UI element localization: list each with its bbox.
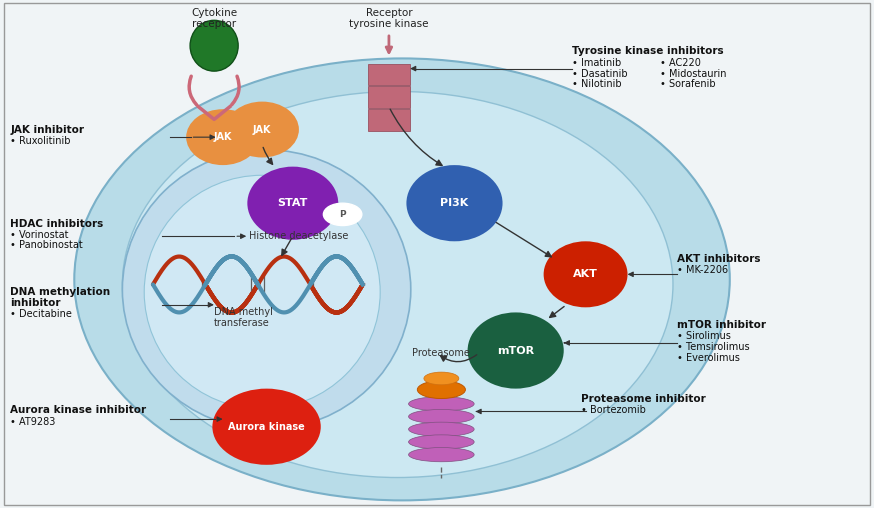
Text: STAT: STAT [278,198,308,208]
FancyArrowPatch shape [386,36,392,52]
Text: PI3K: PI3K [440,198,468,208]
Circle shape [323,203,362,226]
Text: • Nilotinib: • Nilotinib [572,79,622,89]
Text: P: P [339,210,346,219]
Text: • Sorafenib: • Sorafenib [660,79,716,89]
FancyBboxPatch shape [368,64,410,85]
Ellipse shape [409,448,474,462]
Text: JAK: JAK [253,124,272,135]
Text: Aurora kinase inhibitor: Aurora kinase inhibitor [10,405,147,416]
Text: Proteasome: Proteasome [413,348,470,358]
Text: Histone deacetylase: Histone deacetylase [249,231,349,241]
Text: • Bortezomib: • Bortezomib [581,405,646,415]
FancyBboxPatch shape [368,86,410,108]
Text: Cytokine
receptor: Cytokine receptor [191,8,237,29]
Ellipse shape [409,435,474,449]
Text: • Dasatinib: • Dasatinib [572,69,628,79]
Text: • Midostaurin: • Midostaurin [660,69,726,79]
Text: Aurora kinase: Aurora kinase [228,422,305,432]
Text: • AT9283: • AT9283 [10,417,56,427]
Ellipse shape [409,409,474,424]
Ellipse shape [424,372,459,385]
Text: HDAC inhibitors: HDAC inhibitors [10,218,104,229]
Ellipse shape [409,397,474,411]
Text: inhibitor: inhibitor [10,298,61,308]
FancyArrowPatch shape [189,76,197,105]
Text: • Decitabine: • Decitabine [10,309,73,320]
Ellipse shape [544,241,628,307]
Text: JAK inhibitor: JAK inhibitor [10,124,85,135]
Text: • Temsirolimus: • Temsirolimus [677,342,750,352]
Ellipse shape [144,175,380,409]
Text: DNA methyl
transferase: DNA methyl transferase [214,307,273,328]
Text: AKT: AKT [573,269,598,279]
Text: • AC220: • AC220 [660,58,701,68]
Text: • Ruxolitinib: • Ruxolitinib [10,136,71,146]
Text: • Panobinostat: • Panobinostat [10,240,83,250]
Ellipse shape [186,109,260,165]
Ellipse shape [409,422,474,436]
Text: • Sirolimus: • Sirolimus [677,331,732,341]
Ellipse shape [122,91,673,478]
Text: mTOR: mTOR [497,345,534,356]
FancyBboxPatch shape [4,3,870,505]
Ellipse shape [468,312,564,389]
Ellipse shape [191,20,238,71]
Text: • Everolimus: • Everolimus [677,353,740,363]
Text: • Vorinostat: • Vorinostat [10,230,69,240]
Text: • MK-2206: • MK-2206 [677,265,728,275]
Ellipse shape [225,102,299,157]
Text: • Imatinib: • Imatinib [572,58,621,68]
Text: Proteasome inhibitor: Proteasome inhibitor [581,394,706,404]
FancyArrowPatch shape [232,76,239,105]
Text: Receptor
tyrosine kinase: Receptor tyrosine kinase [350,8,428,29]
Text: Tyrosine kinase inhibitors: Tyrosine kinase inhibitors [572,46,724,56]
Text: mTOR inhibitor: mTOR inhibitor [677,320,766,330]
Text: DNA methylation: DNA methylation [10,287,111,297]
Text: AKT inhibitors: AKT inhibitors [677,254,761,264]
Ellipse shape [74,58,730,500]
Ellipse shape [247,167,338,240]
FancyBboxPatch shape [368,109,410,131]
Ellipse shape [418,381,466,398]
Ellipse shape [406,165,503,241]
Text: JAK: JAK [213,132,232,142]
Ellipse shape [122,150,411,429]
Ellipse shape [212,389,321,465]
